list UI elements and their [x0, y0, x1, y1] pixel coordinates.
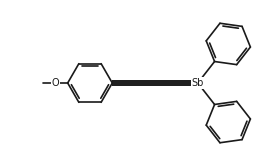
- Text: Sb: Sb: [192, 78, 204, 88]
- Text: O: O: [52, 78, 59, 88]
